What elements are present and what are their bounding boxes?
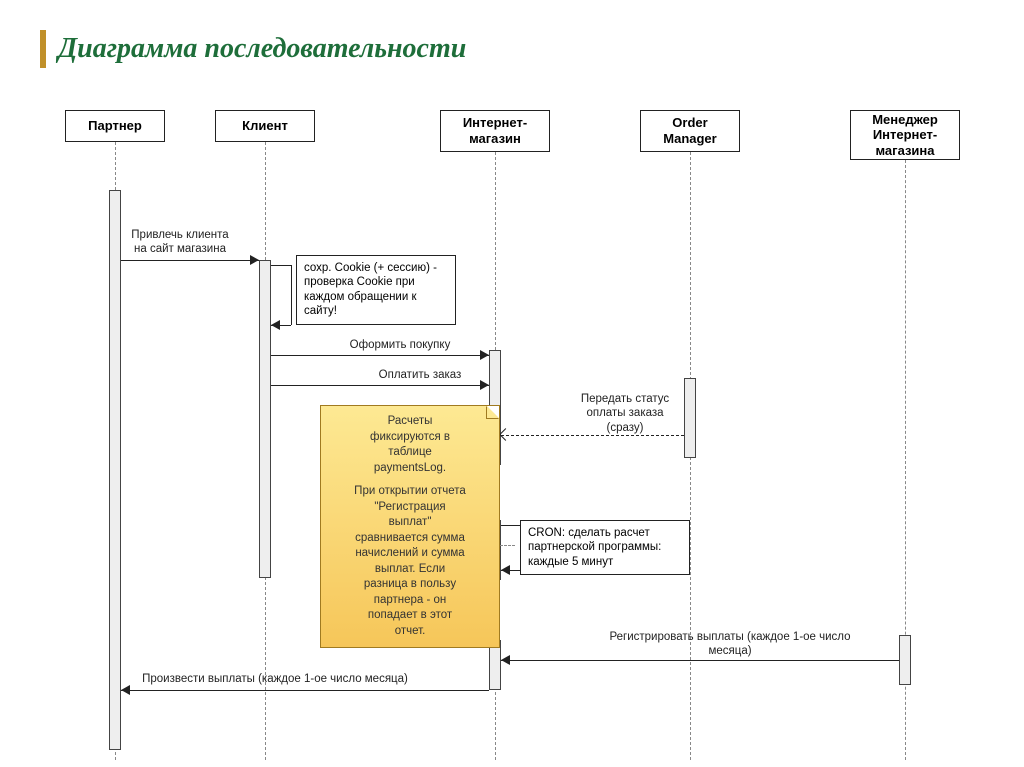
- title-bar: Диаграмма последовательности: [40, 30, 466, 68]
- message-m5: [501, 435, 684, 436]
- lifeline-head-partner: Партнер: [65, 110, 165, 142]
- lifeline-head-shop: Интернет-магазин: [440, 110, 550, 152]
- note-connector: [500, 545, 515, 546]
- message-label-m8: Произвести выплаты (каждое 1-ое число ме…: [110, 672, 440, 686]
- self-msg-arrow-m6_self: [501, 565, 510, 575]
- lifeline-head-client: Клиент: [215, 110, 315, 142]
- message-label-m1: Привлечь клиентана сайт магазина: [105, 228, 255, 257]
- note-text-2: При открытии отчета"Регистрациявыплат"ср…: [331, 484, 489, 639]
- message-arrow-m3: [480, 350, 489, 360]
- message-arrow-m7: [501, 655, 510, 665]
- activation-partner-0: [109, 190, 121, 750]
- message-label-m3: Оформить покупку: [320, 338, 480, 352]
- self-msg-m2_self: [271, 265, 291, 266]
- message-label-m4: Оплатить заказ: [350, 368, 490, 382]
- activation-manager-6: [899, 635, 911, 685]
- message-m8: [121, 690, 489, 691]
- activation-client-1: [259, 260, 271, 578]
- self-msg-m6_self: [501, 525, 521, 526]
- message-arrow-m5: [499, 428, 512, 441]
- sequence-diagram: Партнер Клиент Интернет-магазин OrderManage…: [0, 100, 1024, 767]
- message-m3: [271, 355, 489, 356]
- self-msg-v-m2_self: [291, 265, 292, 325]
- message-label-m5: Передать статусоплаты заказа(сразу): [555, 392, 695, 435]
- page-title: Диаграмма последовательности: [58, 33, 466, 65]
- lifeline-head-manager: МенеджерИнтернет-магазина: [850, 110, 960, 160]
- message-arrow-m8: [121, 685, 130, 695]
- message-m4: [271, 385, 489, 386]
- message-label-m7: Регистрировать выплаты (каждое 1-ое числ…: [580, 630, 880, 659]
- message-m1: [121, 260, 259, 261]
- title-accent: [40, 30, 46, 68]
- self-msg-box-m6_self: CRON: сделать расчетпартнерской программ…: [520, 520, 690, 575]
- message-m7: [501, 660, 899, 661]
- note-text-1: Расчетыфиксируются втаблицеpaymentsLog.: [331, 414, 489, 476]
- note-payments: Расчетыфиксируются втаблицеpaymentsLog. П…: [320, 405, 500, 648]
- self-msg-arrow-m2_self: [271, 320, 280, 330]
- lifeline-head-order: OrderManager: [640, 110, 740, 152]
- self-msg-box-m2_self: сохр. Cookie (+ сессию) -проверка Cookie…: [296, 255, 456, 325]
